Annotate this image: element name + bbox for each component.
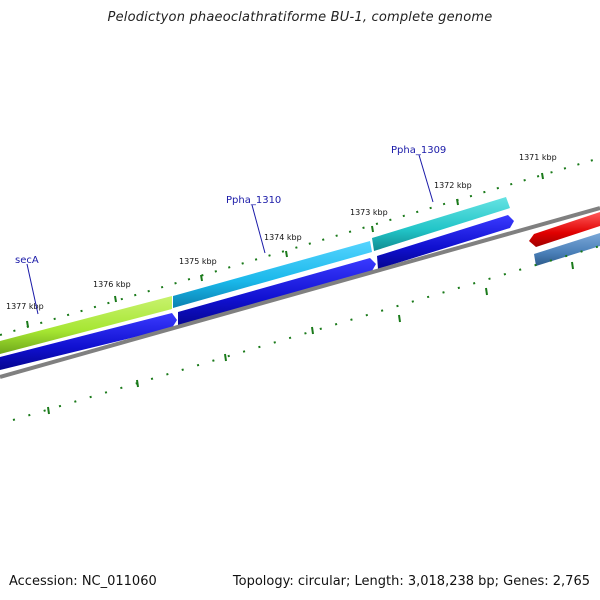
ruler-label: 1377 kbp [6,302,44,311]
ruler-label: 1375 kbp [179,257,217,266]
gene-label-Ppha_1310: Ppha_1310 [226,195,281,206]
cds-feature[interactable] [377,215,514,269]
ruler-label: 1371 kbp [519,153,557,162]
inner-ruler [12,245,600,421]
cds-feature[interactable] [0,313,177,370]
gene-labels: secA Ppha_1310 Ppha_1309 [15,145,446,315]
gene-secA[interactable] [0,296,172,354]
gene-Ppha_1310[interactable] [173,241,372,308]
outer-ruler [0,157,600,336]
ruler-label: 1374 kbp [264,233,302,242]
gene-label-secA: secA [15,255,39,266]
cds-track [0,215,600,370]
gene-track-outer [0,197,600,354]
ruler-labels: 1377 kbp 1376 kbp 1375 kbp 1374 kbp 1373… [6,153,557,311]
gene-red[interactable] [529,212,600,247]
cds-feature-steel[interactable] [534,233,600,266]
gene-label-Ppha_1309: Ppha_1309 [391,145,446,156]
cds-feature[interactable] [178,258,376,327]
genome-summary: Topology: circular; Length: 3,018,238 bp… [232,574,590,589]
ruler-label: 1376 kbp [93,280,131,289]
ruler-label: 1372 kbp [434,181,472,190]
accession-label: Accession: NC_011060 [9,574,157,589]
genome-backbone [0,206,600,379]
ruler-label: 1373 kbp [350,208,388,217]
genome-title: Pelodictyon phaeoclathratiforme BU-1, co… [107,10,493,25]
gene-Ppha_1309[interactable] [372,197,510,251]
